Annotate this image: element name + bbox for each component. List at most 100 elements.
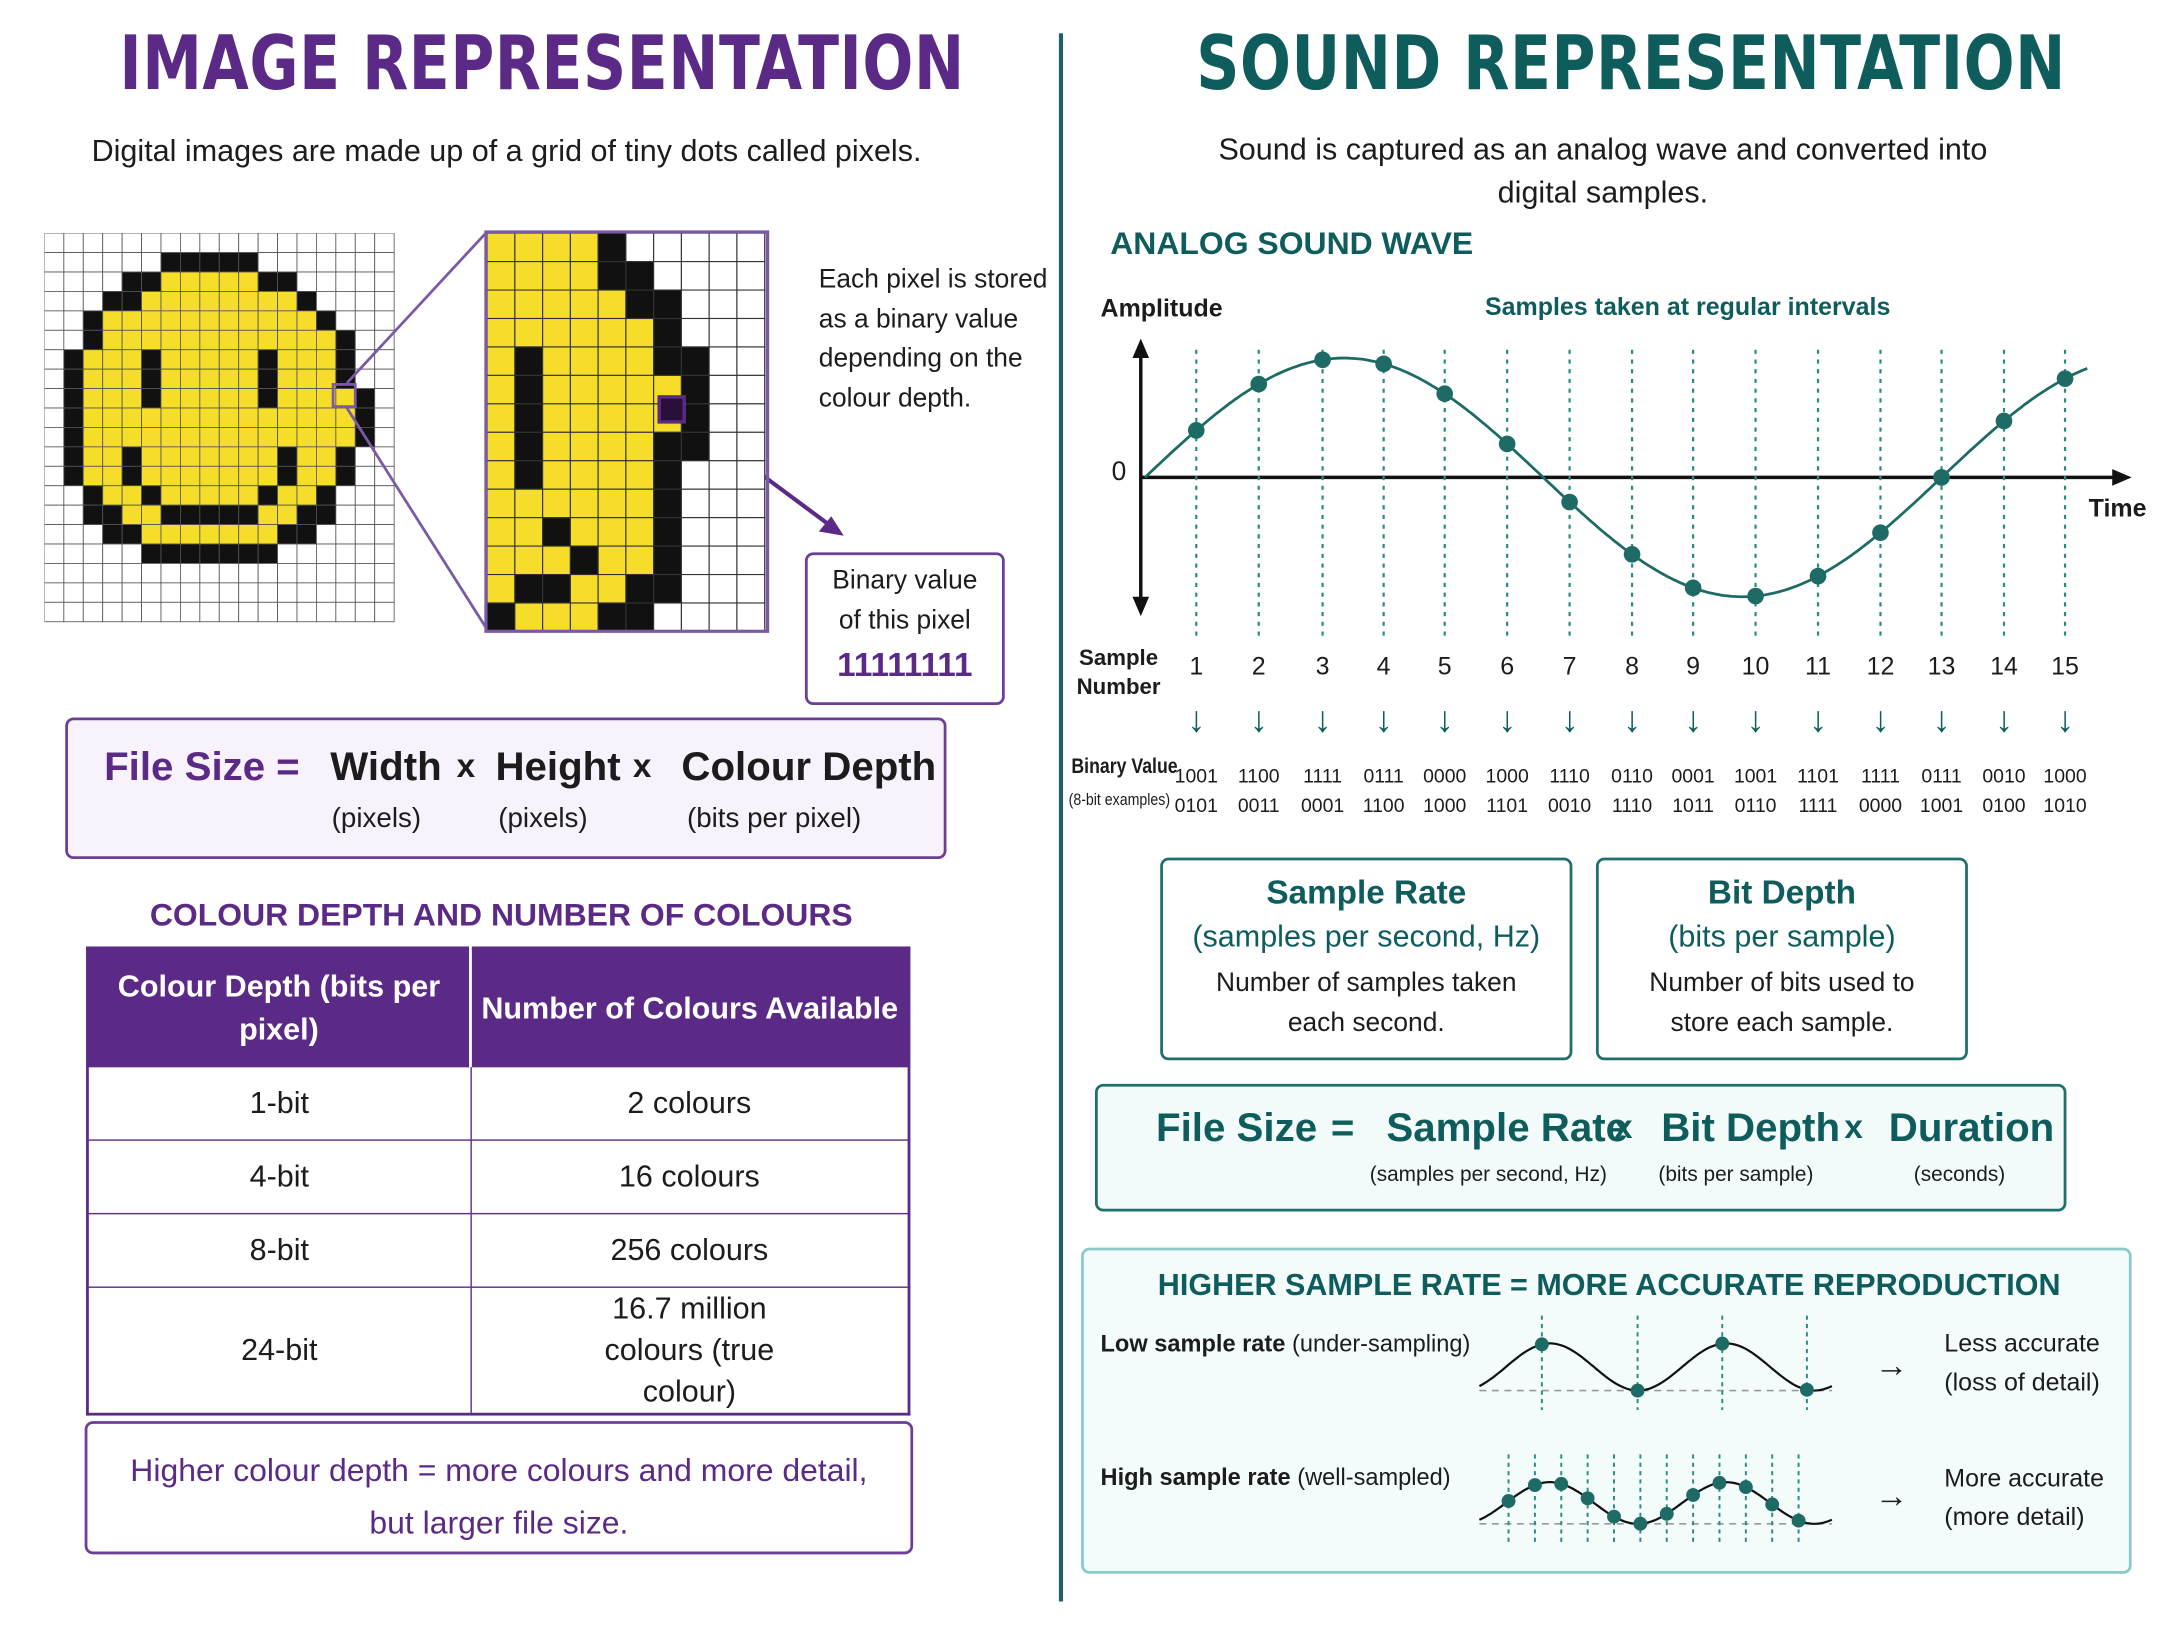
down-arrow-icon: ↓ xyxy=(1932,698,1951,740)
sample-point xyxy=(1623,546,1641,563)
table-header-row: Colour Depth (bits per pixel) Number of … xyxy=(87,947,910,1067)
binary-value: 11111111 xyxy=(837,646,973,685)
sample-number: 12 xyxy=(1866,652,1895,681)
high-rate-sample-point xyxy=(1554,1476,1569,1491)
table-cell: 2 colours xyxy=(469,1065,910,1141)
sample-number: 11 xyxy=(1805,652,1831,681)
table-row: 1-bit 2 colours xyxy=(86,1065,910,1141)
down-arrow-icon: ↓ xyxy=(1684,698,1703,740)
bit-depth-subtitle: (bits per sample) xyxy=(1668,918,1896,954)
table-row: 24-bit 16.7 million colours (true colour… xyxy=(86,1286,910,1415)
image-subtitle: Digital images are made up of a grid of … xyxy=(91,133,922,168)
down-arrow-icon: ↓ xyxy=(1187,698,1206,740)
wave-curve xyxy=(1144,356,2088,599)
sample-number: 10 xyxy=(1741,652,1770,681)
time-label: Time xyxy=(2088,494,2147,522)
high-rate-label-rest: (well-sampled) xyxy=(1297,1464,1451,1491)
sample-binary-value: 0110 1110 xyxy=(1611,764,1653,817)
sound-formula-equals: = xyxy=(1330,1106,1355,1151)
sample-number: 5 xyxy=(1437,652,1452,681)
high-rate-sample-point xyxy=(1791,1513,1806,1528)
sample-number: 7 xyxy=(1562,652,1577,681)
sample-point xyxy=(1995,412,2013,430)
pixel xyxy=(374,601,395,623)
down-arrow-icon: ↓ xyxy=(1313,698,1332,740)
sample-binary-value: 1001 0110 xyxy=(1733,764,1778,817)
wave-heading: ANALOG SOUND WAVE xyxy=(1110,224,1474,261)
high-rate-sample-point xyxy=(1580,1491,1595,1506)
sample-point xyxy=(1250,375,1268,393)
table-cell: 4-bit xyxy=(86,1139,472,1215)
sample-binary-value: 1000 1101 xyxy=(1485,764,1529,817)
sample-binary-value: 0111 1001 xyxy=(1919,764,1964,817)
down-arrow-icon: ↓ xyxy=(1498,698,1517,740)
sample-point xyxy=(1375,355,1392,373)
low-rate-sample-point xyxy=(1630,1383,1645,1398)
formula-lhs: File Size xyxy=(104,745,266,790)
bit-depth-desc: Number of bits used to store each sample… xyxy=(1649,968,1915,1039)
sample-binary-value: 1111 0000 xyxy=(1858,764,1903,817)
amplitude-label: Amplitude xyxy=(1100,294,1223,322)
binary-value-label: Binary value of this pixel xyxy=(832,566,978,636)
table-header-colour-depth: Colour Depth (bits per pixel) xyxy=(87,947,472,1067)
down-arrow-icon: ↓ xyxy=(1435,698,1454,740)
pixel-note: Each pixel is stored as a binary value d… xyxy=(818,265,1048,413)
table-row: 8-bit 256 colours xyxy=(86,1212,910,1288)
high-rate-label-bold: High sample rate xyxy=(1100,1464,1291,1491)
high-rate-result: More accurate (more detail) xyxy=(1944,1464,2104,1531)
down-arrow-icon: ↓ xyxy=(1808,698,1828,740)
binary-value-label: Binary Value xyxy=(1071,754,1178,779)
sample-binary-value: 1001 0101 xyxy=(1174,764,1218,817)
sample-number-label: Sample Number xyxy=(1076,646,1161,700)
sample-rate-box: Sample Rate (samples per second, Hz) Num… xyxy=(1160,857,1573,1061)
high-rate-sample-point xyxy=(1607,1509,1621,1524)
table-cell: 16 colours xyxy=(469,1139,910,1215)
zoomed-pixel-grid xyxy=(484,230,770,633)
table-cell: 8-bit xyxy=(86,1212,472,1288)
sample-binary-value: 1111 0001 xyxy=(1300,764,1345,817)
sample-number: 14 xyxy=(1990,652,2018,681)
sample-rate-desc: Number of samples taken each second. xyxy=(1216,968,1517,1039)
image-file-size-formula: File Size = Width x Height x Colour Dept… xyxy=(65,717,947,860)
low-rate-sample-point xyxy=(1799,1382,1814,1397)
sample-binary-value: 1000 1010 xyxy=(2043,764,2087,817)
accuracy-heading: HIGHER SAMPLE RATE = MORE ACCURATE REPRO… xyxy=(1157,1267,2061,1302)
sound-formula-term-duration: Duration xyxy=(1888,1106,2055,1151)
down-arrow-icon: ↓ xyxy=(1374,698,1393,740)
low-rate-sample-point xyxy=(1715,1336,1730,1351)
sample-binary-value: 1101 1111 xyxy=(1797,764,1839,817)
sound-formula-lhs: File Size xyxy=(1156,1106,1318,1151)
sample-number: 6 xyxy=(1500,652,1515,681)
sample-point xyxy=(1498,435,1516,453)
binary-value-sublabel: (8-bit examples) xyxy=(1068,789,1171,810)
sound-formula-unit-duration: (seconds) xyxy=(1913,1162,2006,1187)
sound-formula-times-2: x xyxy=(1844,1108,1863,1147)
sample-point xyxy=(1314,351,1331,369)
formula-unit-colour-depth: (bits per pixel) xyxy=(686,803,862,835)
down-arrow-icon: ↓ xyxy=(1746,698,1765,740)
table-cell: 256 colours xyxy=(469,1212,910,1288)
sample-point xyxy=(1933,469,1950,486)
sound-formula-term-bit-depth: Bit Depth xyxy=(1661,1106,1841,1151)
smiley-pixel-grid xyxy=(44,233,395,623)
section-divider xyxy=(1058,33,1064,1602)
down-arrow-icon: ↓ xyxy=(1249,698,1268,740)
sample-binary-value: 1100 0011 xyxy=(1237,764,1280,817)
low-rate-label-bold: Low sample rate xyxy=(1100,1330,1286,1358)
sample-number: 3 xyxy=(1315,652,1330,681)
highlight-pixel-marker xyxy=(331,383,357,409)
colour-depth-table: Colour Depth (bits per pixel) Number of … xyxy=(86,946,911,1416)
high-rate-label: High sample rate (well-sampled) xyxy=(1101,1464,1451,1492)
sample-binary-value: 0000 1000 xyxy=(1423,764,1467,817)
sound-formula-times-1: x xyxy=(1614,1108,1633,1147)
down-arrow-icon: ↓ xyxy=(1994,698,2014,740)
low-rate-curve xyxy=(1478,1342,1833,1392)
low-rate-result: Less accurate (loss of detail) xyxy=(1944,1329,2100,1397)
sample-point xyxy=(1684,579,1702,597)
sample-binary-value: 0111 1100 xyxy=(1362,764,1405,817)
sound-formula-unit-sample-rate: (samples per second, Hz) xyxy=(1369,1162,1607,1187)
bit-depth-box: Bit Depth (bits per sample) Number of bi… xyxy=(1595,857,1968,1061)
sample-number: 13 xyxy=(1927,652,1956,681)
sample-number: 2 xyxy=(1251,652,1266,681)
